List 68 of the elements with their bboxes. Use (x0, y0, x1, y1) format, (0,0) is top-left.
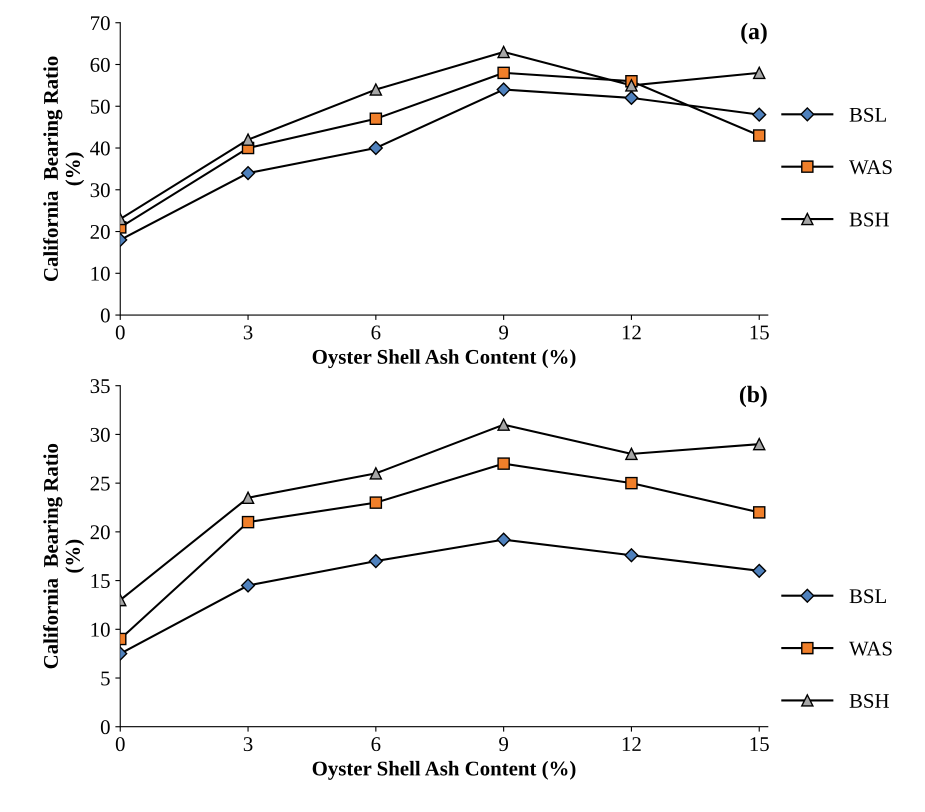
y-tick-label: 70 (91, 16, 110, 30)
x-tick-label: 15 (750, 737, 769, 752)
x-tick-label: 9 (499, 325, 508, 340)
x-axis-title: Oyster Shell Ash Content (%) (312, 760, 576, 780)
x-tick-label: 6 (372, 325, 380, 340)
x-tick-label: 9 (499, 737, 508, 752)
point (242, 133, 254, 146)
y-tick-label: 60 (90, 58, 110, 72)
point (242, 516, 254, 528)
x-tick-label: 12 (622, 737, 641, 751)
point (624, 548, 639, 562)
point (242, 492, 254, 504)
point (496, 82, 511, 97)
legend-label: BSL (850, 589, 886, 604)
y-tick-label: 50 (90, 100, 110, 114)
y-tick-label: 20 (90, 525, 110, 540)
y-tick-label: 25 (90, 476, 110, 491)
point (496, 532, 511, 547)
legend-label: BSL (850, 108, 886, 122)
x-tick-label: 0 (116, 325, 125, 340)
y-axis-title: California Bearing Ratio (%) (43, 444, 84, 668)
y-tick-label: 30 (90, 428, 110, 442)
point (370, 496, 382, 509)
point (370, 83, 382, 96)
point (752, 129, 766, 142)
y-tick-label: 30 (90, 183, 110, 198)
point (368, 140, 383, 156)
point (370, 112, 382, 126)
chart-title: (a) (741, 22, 767, 44)
point (625, 448, 638, 460)
y-tick-label: 5 (101, 672, 110, 686)
legend-label: WAS (849, 642, 892, 656)
point (752, 438, 766, 450)
point (240, 578, 256, 593)
point (624, 90, 639, 105)
chart-title: (b) (740, 386, 767, 408)
y-tick-label: 15 (92, 574, 110, 588)
point (752, 66, 766, 80)
point (625, 79, 638, 92)
point (497, 457, 510, 470)
y-tick-label: 10 (92, 266, 110, 281)
point (368, 554, 383, 568)
x-tick-label: 6 (372, 737, 380, 752)
x-tick-label: 3 (244, 737, 252, 752)
legend-label: WAS (849, 160, 892, 174)
x-tick-label: 0 (116, 737, 125, 752)
y-tick-label: 0 (100, 720, 110, 734)
legend-label: BSH (850, 212, 889, 227)
point (752, 506, 766, 519)
legend-label: BSH (850, 694, 889, 708)
point (497, 66, 510, 80)
point (497, 418, 510, 431)
x-tick-label: 12 (622, 325, 641, 340)
x-tick-label: 3 (244, 325, 252, 340)
point (370, 467, 382, 480)
x-tick-label: 15 (750, 325, 769, 340)
x-axis-title: Oyster Shell Ash Content (%) (312, 349, 576, 368)
point (625, 476, 638, 490)
y-tick-label: 40 (90, 141, 110, 156)
point (752, 108, 766, 122)
y-tick-label: 20 (90, 224, 110, 239)
point (240, 166, 256, 180)
y-tick-label: 0 (100, 308, 110, 322)
point (497, 46, 510, 58)
y-axis-title: California Bearing Ratio (%) (43, 56, 84, 282)
y-tick-label: 35 (90, 379, 110, 394)
point (752, 564, 766, 578)
y-tick-label: 10 (92, 622, 110, 637)
